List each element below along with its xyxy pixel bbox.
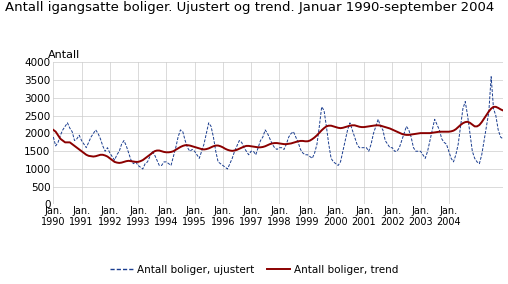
Antall boliger, trend — [490, 105, 496, 108]
Text: Antall: Antall — [48, 50, 80, 60]
Antall boliger, ujustert — [105, 146, 111, 149]
Antall boliger, trend — [309, 137, 315, 141]
Antall boliger, trend — [239, 146, 245, 149]
Antall boliger, ujustert — [488, 75, 494, 78]
Antall boliger, trend — [278, 142, 284, 145]
Antall boliger, ujustert — [140, 167, 146, 171]
Antall boliger, trend — [116, 161, 122, 165]
Antall boliger, trend — [500, 109, 506, 112]
Antall boliger, trend — [50, 128, 56, 131]
Antall boliger, trend — [335, 126, 341, 130]
Text: Antall igangsatte boliger. Ujustert og trend. Januar 1990-september 2004: Antall igangsatte boliger. Ujustert og t… — [5, 1, 494, 14]
Legend: Antall boliger, ujustert, Antall boliger, trend: Antall boliger, ujustert, Antall boliger… — [106, 260, 402, 279]
Antall boliger, trend — [234, 148, 240, 151]
Antall boliger, ujustert — [50, 135, 56, 139]
Antall boliger, trend — [105, 155, 111, 158]
Line: Antall boliger, ujustert: Antall boliger, ujustert — [53, 77, 503, 169]
Line: Antall boliger, trend: Antall boliger, trend — [53, 107, 503, 163]
Antall boliger, ujustert — [234, 144, 240, 148]
Antall boliger, ujustert — [335, 164, 341, 167]
Antall boliger, ujustert — [309, 156, 315, 160]
Antall boliger, ujustert — [278, 146, 284, 149]
Antall boliger, ujustert — [239, 141, 245, 144]
Antall boliger, ujustert — [500, 137, 506, 141]
